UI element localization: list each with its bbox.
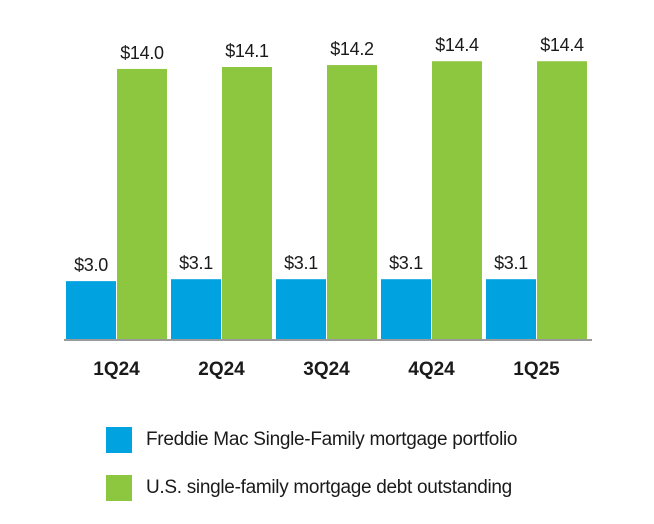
bar-portfolio-1q25 <box>486 279 536 339</box>
bar-debt-2q24 <box>222 67 272 339</box>
x-tick-label-3q24: 3Q24 <box>303 359 350 380</box>
x-tick-label-1q24: 1Q24 <box>93 359 140 380</box>
bar-debt-3q24 <box>327 65 377 339</box>
bar-portfolio-3q24 <box>276 279 326 339</box>
data-label-portfolio-1q24: $3.0 <box>74 255 108 275</box>
chart-canvas: $3.0 $14.0 1Q24 $3.1 $14.1 2Q24 $3.1 $14.2 3Q24 $… <box>64 35 592 380</box>
data-label-debt-1q25: $14.4 <box>540 35 584 55</box>
bar-debt-4q24 <box>432 61 482 339</box>
data-label-portfolio-3q24: $3.1 <box>284 253 318 273</box>
x-tick-label-2q24: 2Q24 <box>198 359 245 380</box>
x-tick-label-1q25: 1Q25 <box>513 359 560 380</box>
bar-chart: $3.0 $14.0 1Q24 $3.1 $14.1 2Q24 $3.1 $14.2 3Q24 $… <box>64 35 592 380</box>
legend: Freddie Mac Single-Family mortgage portf… <box>106 427 518 524</box>
bar-debt-1q24 <box>117 68 167 339</box>
bar-portfolio-2q24 <box>171 279 221 339</box>
legend-item-debt: U.S. single-family mortgage debt outstan… <box>106 475 517 501</box>
legend-label-debt: U.S. single-family mortgage debt outstan… <box>146 477 512 498</box>
data-label-debt-1q24: $14.0 <box>120 43 164 63</box>
bar-debt-1q25 <box>537 61 587 339</box>
legend-label-portfolio: Freddie Mac Single-Family mortgage portf… <box>146 429 518 450</box>
legend-swatch-portfolio <box>106 427 132 453</box>
data-label-debt-3q24: $14.2 <box>330 39 374 59</box>
data-label-portfolio-2q24: $3.1 <box>179 253 213 273</box>
data-label-debt-4q24: $14.4 <box>435 35 479 55</box>
data-label-debt-2q24: $14.1 <box>225 41 269 61</box>
bar-portfolio-4q24 <box>381 279 431 339</box>
data-label-portfolio-1q25: $3.1 <box>494 253 528 273</box>
x-tick-label-4q24: 4Q24 <box>408 359 455 380</box>
data-label-portfolio-4q24: $3.1 <box>389 253 423 273</box>
bar-portfolio-1q24 <box>66 281 116 339</box>
legend-item-portfolio: Freddie Mac Single-Family mortgage portf… <box>106 427 518 453</box>
legend-swatch-debt <box>106 475 132 501</box>
